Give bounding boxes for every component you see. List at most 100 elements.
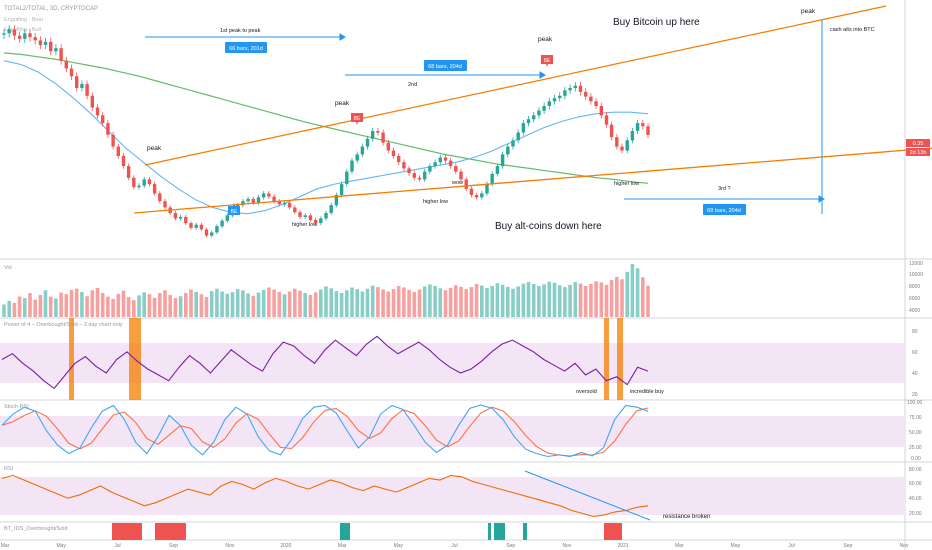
volume-bar	[54, 298, 58, 317]
annotations: Buy Bitcoin up here Buy alt-coins down h…	[147, 8, 875, 232]
stoch-d-line	[1, 406, 649, 457]
candle-body	[319, 218, 323, 224]
volume-bar	[251, 295, 256, 317]
volume-bar	[308, 295, 313, 317]
psych-tick-3: 40	[912, 371, 918, 377]
volume-bar	[485, 287, 489, 317]
measure-box-1-label: 66 bars, 201d	[229, 46, 263, 52]
volume-bar	[500, 284, 505, 317]
countdown-label: 2d 13h	[910, 150, 927, 156]
candle-body	[620, 146, 624, 151]
volume-bar	[433, 286, 437, 317]
higher-low-label-2: higher low	[423, 199, 448, 205]
candle-body	[215, 226, 219, 233]
buy-bitcoin-text: Buy Bitcoin up here	[613, 17, 700, 28]
candle-body	[386, 142, 390, 151]
volume-bar	[557, 285, 562, 317]
candle-body	[43, 41, 48, 45]
volume-bar	[537, 286, 541, 317]
volume-bar	[386, 291, 391, 317]
volume-bar	[303, 293, 307, 317]
volume-bar	[59, 292, 63, 317]
candle-body	[12, 29, 17, 36]
volume-bar	[126, 297, 131, 317]
volume-bar	[635, 268, 640, 317]
volume-axis: 12000 10000 8000 6000 4000	[909, 261, 923, 314]
volume-bar	[511, 288, 515, 317]
candle-body	[474, 195, 479, 198]
volume-bar	[2, 304, 6, 317]
candle-body	[241, 201, 245, 206]
candle-body	[459, 171, 463, 180]
volume-bar	[448, 287, 453, 317]
candle-body	[433, 162, 437, 167]
countdown-label-bg	[906, 148, 930, 156]
candle-body	[350, 160, 354, 172]
candle-body	[490, 173, 494, 185]
engulfing-markers: BE BE BE	[228, 55, 553, 215]
candle-body	[646, 126, 650, 135]
measure-arrow-2	[539, 71, 546, 79]
be-marker-bear-2-label: BE	[544, 58, 551, 64]
candle-body	[199, 224, 204, 230]
candle-body	[438, 157, 442, 163]
candle-body	[287, 202, 292, 208]
volume-bar	[350, 287, 354, 317]
candle-body	[298, 212, 302, 217]
candle-body	[59, 48, 63, 61]
volume-bar	[178, 296, 183, 317]
volume-bar	[28, 293, 32, 317]
candle-body	[542, 106, 546, 111]
candle-body	[256, 197, 261, 203]
candle-body	[184, 216, 188, 224]
lower-trendline	[133, 147, 932, 214]
volume-bar	[490, 286, 494, 317]
time-tick-label: May	[731, 543, 741, 549]
volume-bar	[261, 289, 266, 317]
measure-box-3-label: 68 bars, 204d	[707, 208, 741, 214]
candle-body	[469, 188, 474, 195]
volume-bar	[573, 282, 578, 317]
volume-bar	[116, 293, 121, 317]
rsi-polyline	[1, 474, 649, 517]
psych-highlight-1	[69, 318, 74, 400]
upper-trendline	[144, 5, 887, 166]
rsi-tick-1: 80.00	[909, 467, 922, 473]
volume-bar	[23, 298, 27, 317]
volume-bar	[158, 293, 162, 317]
volume-bar	[495, 283, 500, 317]
volume-bar	[256, 292, 261, 317]
volume-bar	[428, 284, 432, 317]
candle-body	[537, 110, 541, 116]
volume-bar	[80, 291, 84, 317]
peak-label-4: peak	[801, 8, 816, 15]
volume-bar	[599, 282, 604, 317]
time-tick-label: Nov	[225, 543, 234, 549]
candle-body	[282, 202, 287, 205]
candle-body	[480, 193, 484, 198]
candle-body	[464, 179, 468, 189]
candle-body	[339, 184, 344, 195]
time-axis: Mar May Jul Sep Nov 2020 Mar May Jul Sep Nov 2021 Ma…	[1, 543, 909, 549]
volume-bar	[521, 283, 526, 317]
volume-bar	[100, 293, 105, 317]
candle-body	[495, 166, 500, 174]
candle-body	[532, 115, 536, 120]
engulf-block-4	[488, 523, 491, 540]
candle-body	[126, 166, 131, 178]
volume-bar	[589, 284, 593, 317]
candle-body	[28, 33, 32, 38]
be-marker-bull	[228, 203, 240, 215]
volume-bar	[459, 286, 463, 318]
candle-body	[277, 201, 281, 205]
candle-body	[589, 96, 593, 102]
candle-body	[609, 124, 614, 138]
candle-body	[38, 40, 43, 46]
be-marker-bear-1-label: BE	[354, 116, 361, 122]
candle-body	[376, 131, 380, 133]
stoch-k-line	[1, 404, 649, 458]
volume-bar	[121, 290, 126, 317]
volume-bar	[438, 288, 443, 317]
volume-bar	[568, 284, 572, 317]
